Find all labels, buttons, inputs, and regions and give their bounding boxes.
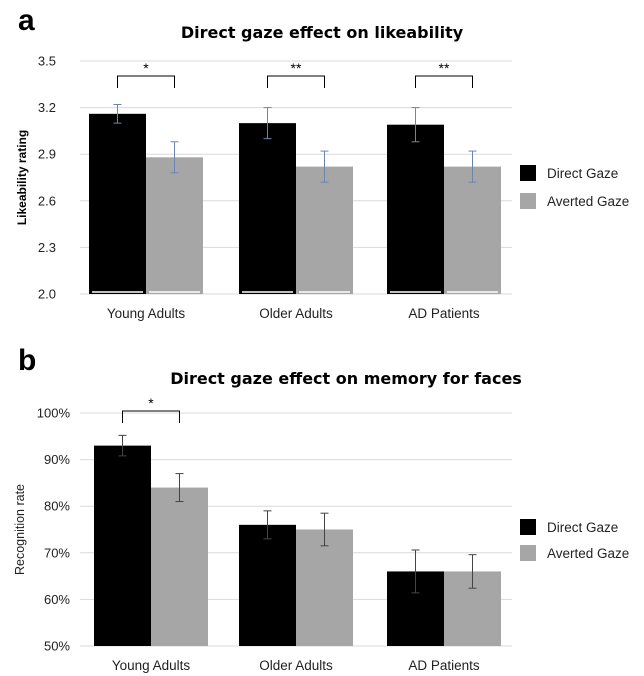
x-tick-label: Older Adults — [259, 658, 333, 673]
bar-averted-gaze — [146, 157, 203, 294]
significance-bracket — [122, 410, 180, 423]
x-tick-label: AD Patients — [408, 658, 480, 673]
bar-averted-gaze — [151, 487, 208, 646]
y-tick-label: 60% — [44, 592, 70, 607]
chart-title: Direct gaze effect on likeability — [181, 23, 464, 42]
y-axis-label: Likeability rating — [15, 130, 29, 225]
chart-title: Direct gaze effect on memory for faces — [170, 369, 522, 388]
panel-label: a — [18, 4, 35, 37]
y-tick-label: 100% — [37, 406, 71, 421]
significance-marker: ** — [291, 60, 302, 76]
bar-direct-gaze — [387, 124, 444, 294]
y-tick-label: 70% — [44, 545, 70, 560]
significance-marker: ** — [439, 60, 450, 76]
significance-bracket — [415, 75, 473, 88]
legend-label: Direct Gaze — [547, 166, 618, 181]
x-tick-label: Older Adults — [259, 306, 333, 321]
legend-swatch — [520, 165, 536, 181]
y-tick-label: 3.5 — [38, 54, 56, 69]
bar-averted-gaze — [296, 529, 353, 646]
legend-swatch — [520, 545, 536, 561]
y-tick-label: 50% — [44, 639, 70, 654]
legend-label: Averted Gaze — [547, 194, 629, 209]
x-tick-label: AD Patients — [408, 306, 480, 321]
legend-label: Averted Gaze — [547, 546, 629, 561]
bar-averted-gaze — [296, 166, 353, 294]
bar-averted-gaze — [444, 166, 501, 294]
y-tick-label: 2.3 — [38, 240, 56, 255]
bar-direct-gaze — [239, 524, 296, 646]
legend-label: Direct Gaze — [547, 520, 618, 535]
significance-bracket — [267, 75, 325, 88]
significance-marker: * — [148, 395, 154, 411]
bar-direct-gaze — [94, 445, 151, 646]
significance-marker: * — [143, 60, 149, 76]
y-tick-label: 2.9 — [38, 147, 56, 162]
x-tick-label: Young Adults — [112, 658, 191, 673]
y-tick-label: 3.2 — [38, 100, 56, 115]
bar-direct-gaze — [239, 123, 296, 294]
legend-swatch — [520, 519, 536, 535]
y-tick-label: 2.0 — [38, 287, 56, 302]
legend-swatch — [520, 193, 536, 209]
significance-bracket — [117, 75, 175, 88]
panel-label: b — [18, 344, 36, 377]
y-axis-label: Recognition rate — [13, 484, 27, 575]
bar-direct-gaze — [89, 113, 146, 295]
y-tick-label: 90% — [44, 452, 70, 467]
x-tick-label: Young Adults — [107, 306, 186, 321]
y-tick-label: 80% — [44, 499, 70, 514]
y-tick-label: 2.6 — [38, 193, 56, 208]
